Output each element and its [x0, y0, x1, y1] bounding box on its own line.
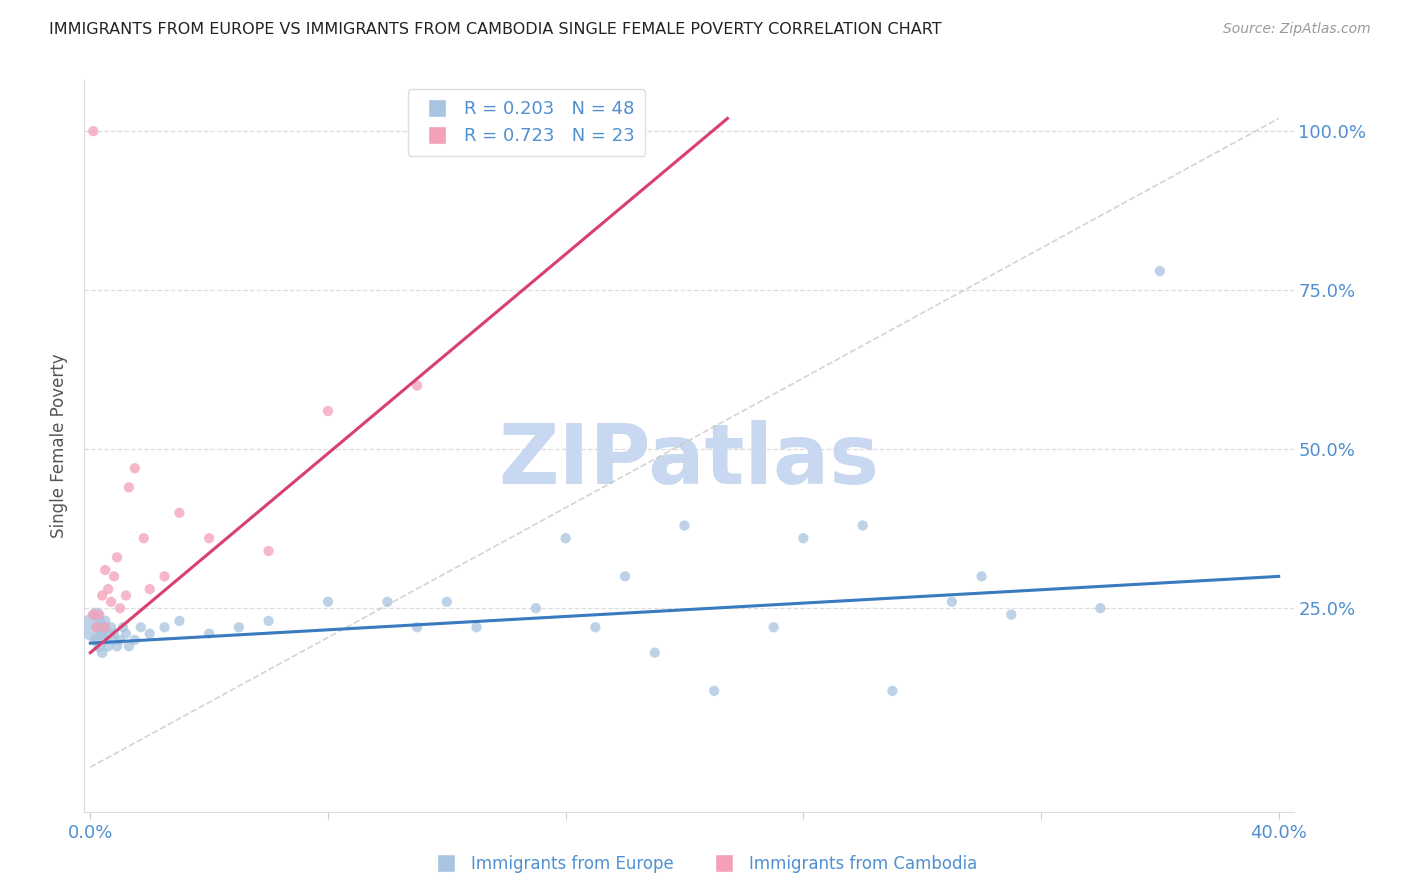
Point	[97, 582, 120, 596]
Point	[103, 626, 125, 640]
Point	[94, 620, 117, 634]
Point	[138, 626, 160, 640]
Text: ZIPatlas: ZIPatlas	[499, 420, 879, 501]
Text: IMMIGRANTS FROM EUROPE VS IMMIGRANTS FROM CAMBODIA SINGLE FEMALE POVERTY CORRELA: IMMIGRANTS FROM EUROPE VS IMMIGRANTS FRO…	[49, 22, 942, 37]
Point	[94, 632, 117, 647]
Point	[852, 518, 875, 533]
Point	[115, 589, 138, 603]
Point	[97, 640, 120, 654]
Legend: Immigrants from Europe, Immigrants from Cambodia: Immigrants from Europe, Immigrants from …	[422, 848, 984, 880]
Legend: R = 0.203   N = 48, R = 0.723   N = 23: R = 0.203 N = 48, R = 0.723 N = 23	[408, 89, 645, 156]
Point	[91, 626, 114, 640]
Point	[228, 620, 250, 634]
Point	[316, 404, 339, 418]
Point	[108, 632, 131, 647]
Point	[554, 531, 576, 545]
Point	[94, 614, 117, 628]
Point	[153, 569, 176, 583]
Point	[89, 640, 111, 654]
Point	[703, 684, 725, 698]
Point	[1000, 607, 1022, 622]
Point	[94, 563, 117, 577]
Point	[115, 626, 138, 640]
Point	[406, 378, 429, 392]
Point	[97, 626, 120, 640]
Point	[84, 620, 107, 634]
Text: Source: ZipAtlas.com: Source: ZipAtlas.com	[1223, 22, 1371, 37]
Point	[377, 595, 399, 609]
Point	[198, 626, 221, 640]
Point	[105, 640, 128, 654]
Point	[89, 607, 111, 622]
Point	[644, 646, 666, 660]
Point	[762, 620, 785, 634]
Point	[129, 620, 152, 634]
Point	[198, 531, 221, 545]
Point	[792, 531, 814, 545]
Point	[89, 620, 111, 634]
Point	[169, 506, 191, 520]
Point	[100, 620, 122, 634]
Point	[138, 582, 160, 596]
Point	[105, 550, 128, 565]
Point	[100, 595, 122, 609]
Point	[91, 589, 114, 603]
Point	[103, 632, 125, 647]
Point	[316, 595, 339, 609]
Point	[118, 480, 141, 494]
Point	[118, 640, 141, 654]
Point	[82, 607, 104, 622]
Point	[108, 601, 131, 615]
Point	[82, 124, 104, 138]
Point	[169, 614, 191, 628]
Point	[257, 614, 280, 628]
Point	[970, 569, 993, 583]
Point	[941, 595, 963, 609]
Point	[124, 632, 146, 647]
Point	[84, 607, 107, 622]
Y-axis label: Single Female Poverty: Single Female Poverty	[51, 354, 69, 538]
Point	[673, 518, 696, 533]
Point	[124, 461, 146, 475]
Point	[583, 620, 606, 634]
Point	[465, 620, 488, 634]
Point	[614, 569, 637, 583]
Point	[436, 595, 458, 609]
Point	[524, 601, 547, 615]
Point	[84, 632, 107, 647]
Point	[1090, 601, 1112, 615]
Point	[91, 646, 114, 660]
Point	[1149, 264, 1171, 278]
Point	[111, 620, 134, 634]
Point	[132, 531, 155, 545]
Point	[882, 684, 904, 698]
Point	[153, 620, 176, 634]
Point	[257, 544, 280, 558]
Point	[103, 569, 125, 583]
Point	[82, 620, 104, 634]
Point	[406, 620, 429, 634]
